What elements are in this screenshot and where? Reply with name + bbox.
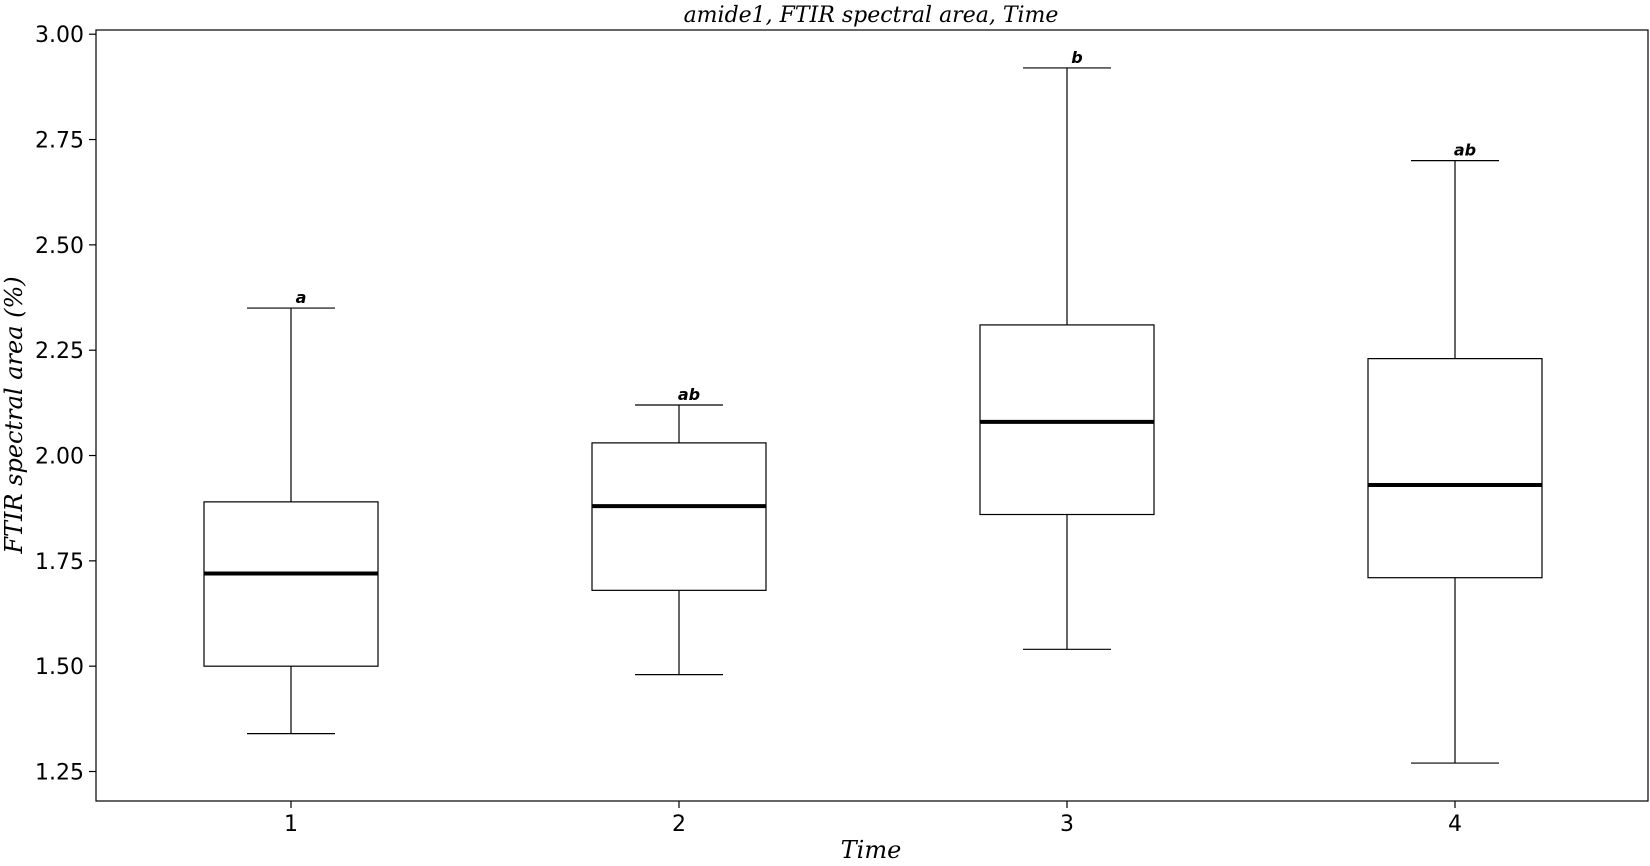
y-tick-label: 3.00 (35, 23, 84, 48)
group-label: b (1071, 48, 1082, 67)
x-tick-label: 3 (1060, 812, 1074, 837)
box-group-1: a (203, 288, 379, 735)
y-tick-label: 2.50 (35, 234, 84, 259)
x-tick-label: 2 (672, 812, 686, 837)
x-tick-label: 1 (284, 812, 298, 837)
x-tick-label: 4 (1448, 812, 1462, 837)
box-group-2: ab (591, 385, 767, 676)
y-axis: 1.25 1.50 1.75 2.00 2.25 2.50 2.75 3.00 (35, 23, 96, 786)
y-tick-label: 2.75 (35, 129, 84, 154)
boxes: a ab b ab (203, 48, 1543, 764)
box (1367, 358, 1543, 579)
group-label: a (296, 288, 307, 307)
x-axis-title: Time (841, 836, 902, 864)
box (591, 442, 767, 591)
y-tick-label: 2.00 (35, 445, 84, 470)
box-group-3: b (979, 48, 1155, 650)
y-tick-label: 2.25 (35, 339, 84, 364)
chart-title: amide1, FTIR spectral area, Time (684, 3, 1059, 28)
group-label: ab (1454, 141, 1476, 160)
y-tick-label: 1.25 (35, 761, 84, 786)
y-axis-title: FTIR spectral area (%) (0, 276, 28, 554)
y-tick-label: 1.75 (35, 550, 84, 575)
box (979, 324, 1155, 516)
x-axis: 1 2 3 4 (284, 801, 1462, 837)
y-tick-label: 1.50 (35, 655, 84, 680)
box (203, 501, 379, 667)
group-label: ab (678, 385, 700, 404)
box-group-4: ab (1367, 141, 1543, 764)
